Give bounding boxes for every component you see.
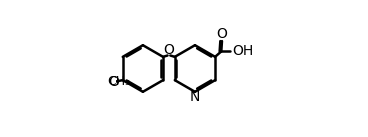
Text: O: O (163, 43, 174, 57)
Text: N: N (190, 90, 200, 104)
Text: O: O (109, 75, 119, 89)
Text: O: O (216, 27, 227, 41)
Text: OH: OH (232, 44, 254, 58)
Text: CH₃: CH₃ (107, 75, 130, 88)
